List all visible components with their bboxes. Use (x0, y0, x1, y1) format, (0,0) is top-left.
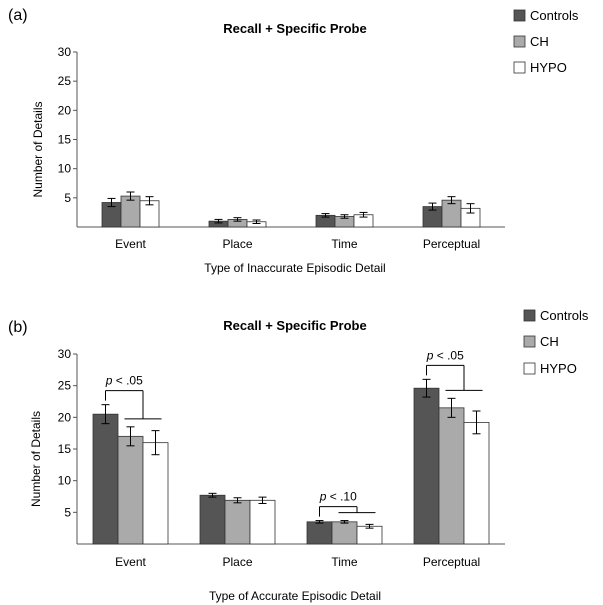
legend-label-hypo: HYPO (530, 60, 567, 75)
y-tick-label: 5 (64, 505, 71, 519)
significance-value: < .05 (433, 348, 464, 362)
significance-p: p (426, 348, 434, 362)
bar-ch-time (331, 521, 358, 545)
x-tick-label: Place (222, 555, 252, 569)
significance-label: p < .05 (426, 348, 464, 362)
bar-ch-place (224, 499, 251, 545)
legend-swatch-hypo (513, 61, 526, 74)
x-tick-label: Time (331, 555, 358, 569)
x-tick-label: Perceptual (423, 555, 480, 569)
bar-controls-perceptual (413, 387, 440, 545)
legend-label-controls: Controls (530, 8, 579, 23)
bar-ch-event (120, 195, 141, 228)
legend-label-controls: Controls (540, 308, 589, 323)
legend-swatch-hypo (523, 362, 536, 375)
chart-panel-b: (b) Recall + Specific Probe 5 10 15 20 25 30 Num… (8, 308, 589, 603)
bar-hypo-event (142, 442, 169, 545)
bar-hypo-time (356, 525, 383, 545)
chart-title: Recall + Specific Probe (223, 318, 366, 333)
panel-label: (b) (8, 319, 28, 336)
x-tick-label: Event (115, 555, 146, 569)
bar-controls-time (306, 521, 333, 545)
chart-panel-a: (a) Recall + Specific Probe 5 10 15 20 25 30 Num… (8, 7, 579, 275)
significance-label: p < .05 (105, 374, 143, 388)
x-axis-label: Type of Accurate Episodic Detail (209, 589, 381, 603)
significance-p: p (105, 374, 113, 388)
significance-bracket: p < .05 (105, 374, 162, 420)
y-tick-label: 15 (58, 442, 72, 456)
significance-value: < .05 (112, 374, 143, 388)
y-tick-label: 20 (58, 103, 72, 117)
y-tick-label: 10 (58, 162, 72, 176)
legend-swatch-controls (513, 9, 526, 22)
y-tick-label: 25 (58, 379, 72, 393)
legend-label-ch: CH (540, 334, 559, 349)
y-tick-label: 25 (58, 74, 72, 88)
bar-ch-perceptual (441, 199, 462, 228)
panel-label: (a) (8, 7, 28, 24)
bar-hypo-place (249, 499, 276, 545)
x-tick-label: Perceptual (423, 237, 480, 251)
bar-ch-event (117, 435, 144, 545)
y-tick-label: 10 (58, 474, 72, 488)
significance-label: p < .10 (319, 490, 357, 504)
bar-controls-place (199, 494, 226, 545)
x-tick-label: Time (331, 237, 358, 251)
bar-hypo-perceptual (463, 421, 490, 545)
y-tick-label: 5 (64, 191, 71, 205)
y-axis-label: Number of Details (29, 411, 43, 507)
legend-swatch-controls (523, 309, 536, 322)
significance-p: p (319, 490, 327, 504)
bar-ch-perceptual (438, 407, 465, 545)
legend-label-ch: CH (530, 34, 549, 49)
legend-swatch-ch (513, 35, 526, 48)
bar-controls-event (92, 413, 119, 545)
legend-swatch-ch (523, 335, 536, 348)
significance-bracket: p < .10 (319, 490, 376, 517)
significance-bracket: p < .05 (426, 348, 483, 391)
chart-title: Recall + Specific Probe (223, 21, 366, 36)
y-tick-label: 30 (58, 347, 72, 361)
y-axis-label: Number of Details (31, 101, 45, 197)
x-axis-label: Type of Inaccurate Episodic Detail (204, 261, 385, 275)
y-tick-label: 15 (58, 133, 72, 147)
significance-value: < .10 (326, 490, 357, 504)
y-tick-label: 20 (58, 410, 72, 424)
y-tick-label: 30 (58, 45, 72, 59)
x-tick-label: Place (222, 237, 252, 251)
x-tick-label: Event (115, 237, 146, 251)
legend-label-hypo: HYPO (540, 361, 577, 376)
